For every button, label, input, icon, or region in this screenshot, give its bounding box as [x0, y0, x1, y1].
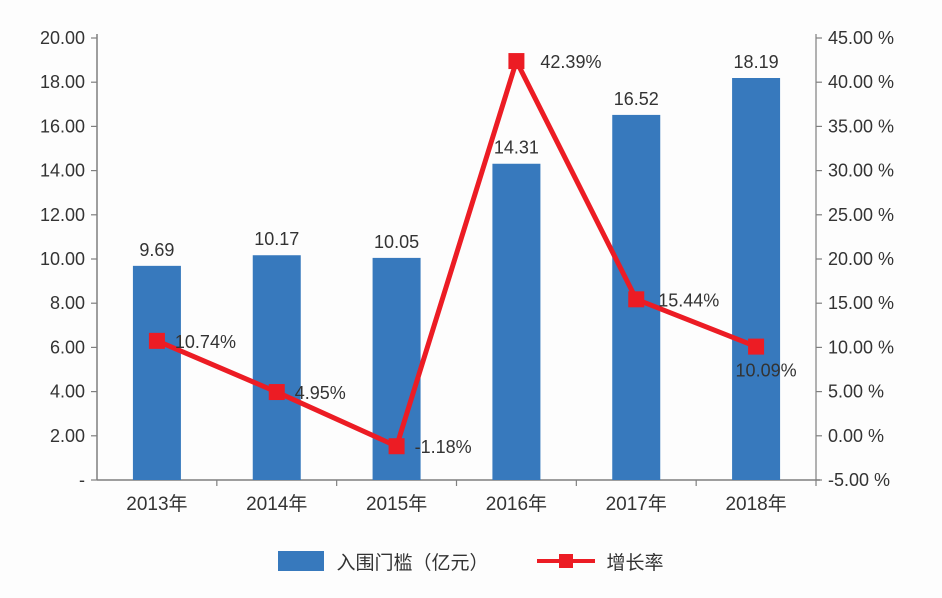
- bar-value-label: 9.69: [139, 240, 174, 260]
- line-marker-2016年: [508, 53, 525, 70]
- line-marker-icon: [558, 554, 573, 568]
- legend-label-line: 增长率: [606, 552, 664, 574]
- left-axis-tick-label: 2.00: [50, 426, 85, 446]
- line-value-label: 10.09%: [736, 361, 797, 381]
- bar-2016年: [492, 163, 541, 480]
- right-axis-tick-label: 5.00 %: [828, 382, 884, 402]
- legend-item-bar: 入围门槛（亿元）: [278, 548, 489, 575]
- x-axis-category-label: 2014年: [246, 493, 307, 515]
- legend-label-bar: 入围门槛（亿元）: [336, 552, 489, 574]
- x-axis-category-label: 2018年: [725, 493, 786, 515]
- combo-chart-svg: - 2.00 4.00 6.00 8.00 10.00 12.00 14.00 16.00 18.…: [40, 28, 894, 515]
- line-value-label: 15.44%: [658, 290, 719, 310]
- line-value-label: 4.95%: [295, 383, 346, 403]
- line-marker-2018年: [748, 338, 765, 355]
- right-axis-tick-label: 20.00 %: [828, 249, 894, 269]
- left-axis-tick-label: 16.00: [40, 116, 85, 136]
- line-marker-2013年: [148, 332, 165, 349]
- left-axis-tick-label: 10.00: [40, 249, 85, 269]
- bar-series-swatch-icon: [278, 551, 325, 571]
- right-axis-tick-label: 25.00 %: [828, 205, 894, 225]
- right-axis-tick-label: 35.00 %: [828, 116, 894, 136]
- right-axis-tick-label: 0.00 %: [828, 426, 884, 446]
- x-axis-category-label: 2013年: [126, 493, 187, 515]
- line-marker-2014年: [268, 384, 285, 401]
- line-marker-2017年: [628, 291, 645, 308]
- bar-value-label: 10.05: [374, 232, 419, 252]
- bar-2013年: [132, 265, 181, 480]
- bar-value-label: 18.19: [734, 52, 779, 72]
- x-axis-category-label: 2015年: [366, 493, 427, 515]
- right-axis-tick-label: 15.00 %: [828, 293, 894, 313]
- legend-item-line: 增长率: [536, 548, 664, 575]
- line-value-label: -1.18%: [415, 437, 472, 457]
- x-axis-category-label: 2016年: [486, 493, 547, 515]
- left-axis-tick-label: 4.00: [50, 382, 85, 402]
- right-axis-tick-label: -5.00 %: [828, 470, 890, 490]
- line-value-label: 10.74%: [175, 332, 236, 352]
- line-marker-2015年: [388, 438, 405, 455]
- line-value-label: 42.39%: [540, 52, 601, 72]
- bar-2018年: [732, 78, 781, 480]
- left-axis-tick-label: 14.00: [40, 161, 85, 181]
- bar-value-label: 10.17: [254, 229, 299, 249]
- bar-value-label: 14.31: [494, 138, 539, 158]
- x-axis-category-label: 2017年: [606, 493, 667, 515]
- bar-value-label: 16.52: [614, 89, 659, 109]
- bar-2014年: [252, 255, 301, 480]
- left-axis-tick-label: 6.00: [50, 337, 85, 357]
- left-axis-tick-label: -: [79, 470, 85, 490]
- line-series-swatch-icon: [536, 552, 595, 570]
- left-axis-tick-label: 20.00: [40, 28, 85, 48]
- left-axis-tick-label: 18.00: [40, 72, 85, 92]
- left-axis-tick-label: 8.00: [50, 293, 85, 313]
- right-axis-tick-label: 30.00 %: [828, 161, 894, 181]
- right-axis-tick-label: 10.00 %: [828, 337, 894, 357]
- right-axis-tick-label: 45.00 %: [828, 28, 894, 48]
- right-axis-tick-label: 40.00 %: [828, 72, 894, 92]
- growth-rate-line: [155, 58, 758, 449]
- legend: 入围门槛（亿元） 增长率: [0, 538, 942, 584]
- left-axis-tick-label: 12.00: [40, 205, 85, 225]
